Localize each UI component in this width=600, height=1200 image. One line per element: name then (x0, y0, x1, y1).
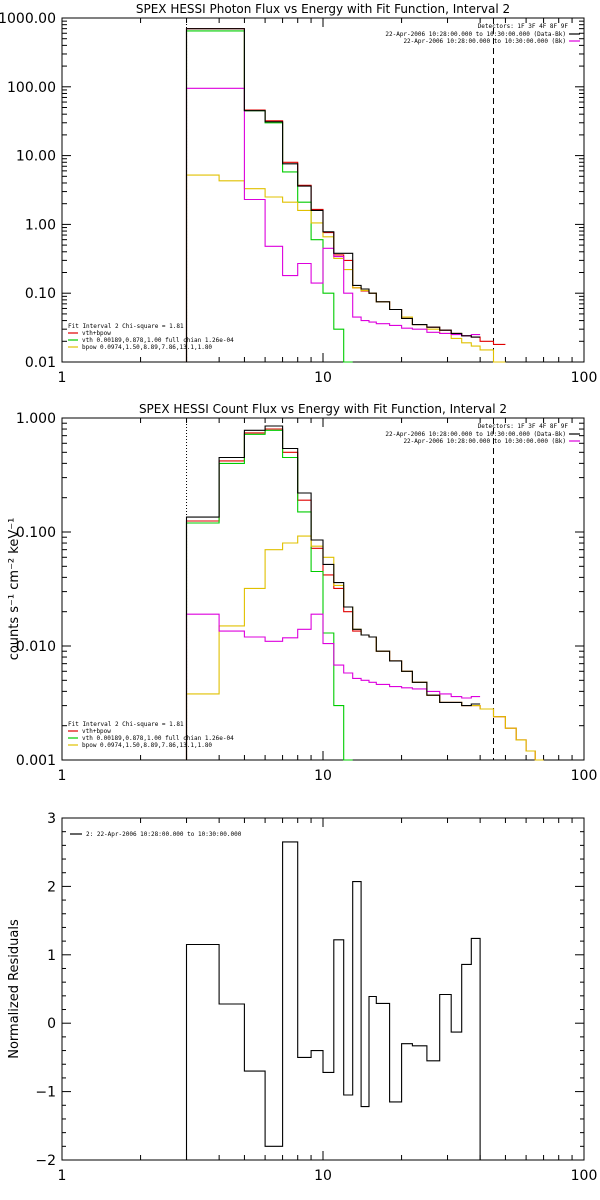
x-tick-label: 1 (58, 1168, 67, 1184)
y-axis-label: counts s⁻¹ cm⁻² keV⁻¹ (7, 518, 22, 661)
x-tick-label: 1 (58, 370, 67, 386)
legend-bl-entry: bpow 0.0974,1.50,8.89,7.86,13.1,1.80 (82, 344, 212, 351)
y-tick-label: 10.00 (16, 149, 56, 165)
legend-entry: 2: 22-Apr-2006 10:28:00.000 to 10:30:00.… (86, 831, 242, 838)
series-data-line (185, 841, 481, 1160)
plot-frame (61, 17, 585, 363)
legend-detectors: Detectors: 1F 3F 4F 8F 9F (478, 23, 569, 30)
series-total-line (185, 428, 544, 761)
legend-tr-entry: 22-Apr-2006 10:28:00.000 to 10:30:00.000… (385, 31, 566, 38)
x-tick-label: 10 (314, 370, 332, 386)
series-vth-line (185, 429, 353, 761)
legend-bl-entry: bpow 0.0974,1.50,8.89,7.86,13.1,1.80 (82, 742, 212, 749)
y-tick-label: 0 (47, 1016, 56, 1032)
chart-title: SPEX HESSI Photon Flux vs Energy with Fi… (136, 2, 510, 16)
series-bk-line (185, 87, 481, 362)
y-tick-label: −2 (35, 1153, 56, 1169)
x-tick-label: 1 (58, 768, 67, 784)
y-tick-label: 1.000 (16, 411, 56, 427)
series-bpow-line (185, 174, 506, 363)
series-bpow-line (185, 535, 544, 761)
legend-detectors: Detectors: 1F 3F 4F 8F 9F (478, 423, 569, 430)
y-tick-label: 0.100 (16, 525, 56, 541)
legend-bl-entry: vth 0.00189,0.878,1.00 full chian 1.26e-… (82, 337, 234, 344)
x-tick-label: 100 (571, 1168, 598, 1184)
x-tick-label: 10 (314, 1168, 332, 1184)
y-tick-label: 0.001 (16, 753, 56, 769)
legend-fit-header: Fit Interval 2 Chi-square = 1.81 (68, 323, 184, 330)
chart-title: SPEX HESSI Count Flux vs Energy with Fit… (139, 402, 507, 416)
legend-bl-entry: vth+bpow (82, 330, 111, 337)
y-tick-label: 2 (47, 879, 56, 895)
series-bk-line (185, 613, 481, 760)
x-tick-label: 10 (314, 768, 332, 784)
y-axis-label: Normalized Residuals (7, 919, 22, 1059)
legend-fit-header: Fit Interval 2 Chi-square = 1.81 (68, 721, 184, 728)
series-data-line (185, 28, 481, 362)
y-tick-label: 0.010 (16, 639, 56, 655)
legend-tr-entry: 22-Apr-2006 10:28:00.000 to 10:30:00.000… (385, 431, 566, 438)
x-tick-label: 100 (571, 370, 598, 386)
y-tick-label: 1000.00 (0, 11, 56, 27)
legend-bl-entry: vth+bpow (82, 728, 111, 735)
legend-bl-entry: vth 0.00189,0.878,1.00 full chian 1.26e-… (82, 735, 234, 742)
y-tick-label: 3 (47, 811, 56, 827)
y-tick-label: 1 (47, 948, 56, 964)
y-tick-label: −1 (35, 1085, 56, 1101)
legend-tr-entry: 22-Apr-2006 10:28:00.000 to 10:30:00.000… (403, 438, 566, 445)
y-tick-label: 0.10 (25, 286, 56, 302)
y-tick-label: 1.00 (25, 217, 56, 233)
y-tick-label: 100.00 (7, 80, 56, 96)
plot-frame (61, 817, 585, 1161)
series-data-line (185, 425, 481, 760)
y-tick-label: 0.01 (25, 355, 56, 371)
x-tick-label: 100 (571, 768, 598, 784)
legend-tr-entry: 22-Apr-2006 10:28:00.000 to 10:30:00.000… (403, 38, 566, 45)
series-total-line (185, 28, 506, 362)
